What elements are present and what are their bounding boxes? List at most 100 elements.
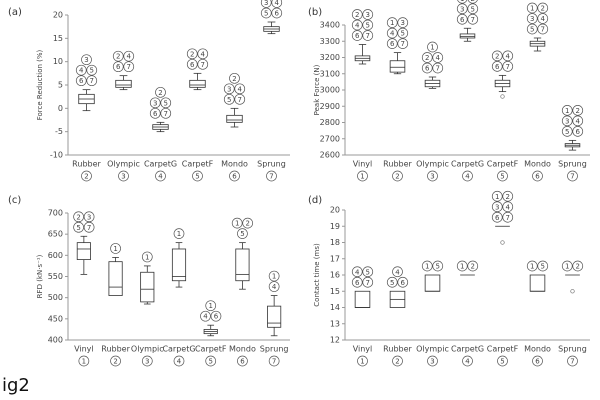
annotation-circle: [491, 211, 503, 223]
y-tick-label: 0: [58, 104, 63, 113]
category-number-circle: [357, 170, 368, 182]
y-tick-label: 600: [48, 251, 63, 260]
annotation: 6: [495, 214, 500, 222]
category-number: 7: [272, 358, 276, 366]
annotation-circle: [351, 19, 363, 31]
annotation-circle: [268, 270, 280, 282]
box: [115, 79, 132, 88]
annotation: 3: [495, 203, 499, 211]
x-tick-label: Olympic: [131, 345, 164, 354]
category-number-circle: [205, 355, 217, 367]
annotation: 4: [506, 203, 511, 211]
category-number: 2: [395, 173, 399, 181]
annotation: 4: [541, 15, 546, 23]
annotation-circle: [73, 221, 84, 233]
annotation: 4: [238, 85, 243, 93]
y-axis-label: Contact time (ms): [313, 243, 321, 307]
annotation-circle: [467, 260, 479, 272]
y-tick-label: 16: [330, 271, 340, 280]
annotation-circle: [432, 62, 444, 74]
category-number: 4: [465, 173, 470, 181]
y-tick-label: 2900: [320, 102, 340, 111]
annotation-circle: [397, 27, 409, 39]
box: [108, 261, 123, 296]
box: [171, 248, 187, 282]
annotation: 6: [355, 32, 360, 40]
box: [529, 274, 546, 292]
x-tick-label: Mondo: [524, 345, 551, 354]
category-number-circle: [141, 355, 153, 367]
y-tick-label: 20: [330, 206, 340, 215]
annotation-circle: [491, 190, 503, 202]
annotation: 2: [576, 107, 580, 115]
y-tick-label: 17: [330, 254, 340, 263]
y-tick-label: 19: [330, 222, 340, 231]
y-tick-label: 2800: [320, 118, 340, 127]
y-axis-label: Force Reduction (%): [36, 49, 44, 120]
annotation: 2: [471, 0, 475, 3]
annotation-circle: [260, 0, 272, 8]
annotation: 2: [116, 53, 120, 61]
annotation-circle: [362, 19, 374, 31]
category-number-circle: [427, 170, 438, 182]
annotation-circle: [561, 115, 573, 127]
annotation-circle: [83, 211, 95, 223]
category-number: 7: [570, 358, 574, 366]
annotation: 2: [495, 52, 499, 60]
annotation-circle: [572, 105, 584, 116]
annotation: 4: [203, 313, 208, 321]
annotation: 5: [90, 67, 94, 75]
annotation-circle: [502, 190, 514, 202]
category-number: 6: [535, 173, 540, 181]
box: [459, 33, 476, 39]
annotation: 2: [245, 220, 249, 228]
annotation-circle: [234, 93, 246, 105]
annotation-circle: [427, 41, 438, 53]
annotation: 7: [90, 77, 94, 85]
annotation: 5: [366, 22, 370, 30]
annotation: 5: [227, 96, 231, 104]
annotation: 6: [214, 313, 219, 321]
category-number-circle: [268, 355, 280, 367]
category-number: 1: [82, 358, 86, 366]
annotation-circle: [351, 276, 363, 288]
x-tick-label: CarpetG: [144, 160, 177, 169]
annotation-circle: [561, 126, 573, 137]
annotation-circle: [160, 97, 172, 109]
category-number-circle: [462, 170, 473, 182]
annotation: 7: [366, 279, 370, 287]
y-tick-label: 12: [330, 336, 340, 345]
annotation-circle: [526, 13, 538, 24]
x-tick-label: CarpetF: [182, 160, 214, 169]
annotation: 6: [153, 110, 158, 118]
annotation: 5: [76, 224, 80, 232]
annotation-circle: [386, 27, 398, 39]
annotation: 2: [541, 5, 545, 13]
annotation-circle: [75, 75, 87, 87]
annotation: 7: [87, 224, 91, 232]
annotation: 1: [460, 263, 464, 271]
annotation-circle: [149, 97, 161, 109]
annotation: 6: [275, 10, 280, 18]
y-tick-label: 3200: [320, 53, 340, 62]
annotation-circle: [457, 0, 468, 4]
category-number: 2: [113, 358, 117, 366]
annotation-circle: [537, 2, 549, 14]
annotation-circle: [268, 281, 280, 292]
annotation: 7: [471, 16, 475, 24]
x-tick-label: Sprung: [257, 160, 286, 169]
annotation: 4: [395, 268, 400, 276]
category-number-circle: [173, 355, 185, 367]
category-number: 7: [570, 173, 574, 181]
box: [189, 79, 206, 88]
y-tick-label: 500: [48, 293, 63, 302]
annotation: 4: [506, 52, 511, 60]
annotation: 3: [264, 0, 268, 7]
box: [235, 248, 250, 282]
panel-label: (a): [8, 7, 22, 18]
box: [389, 60, 406, 73]
x-tick-label: CarpetF: [195, 345, 227, 354]
annotation-circle: [186, 58, 198, 70]
y-tick-label: -5: [55, 127, 63, 136]
